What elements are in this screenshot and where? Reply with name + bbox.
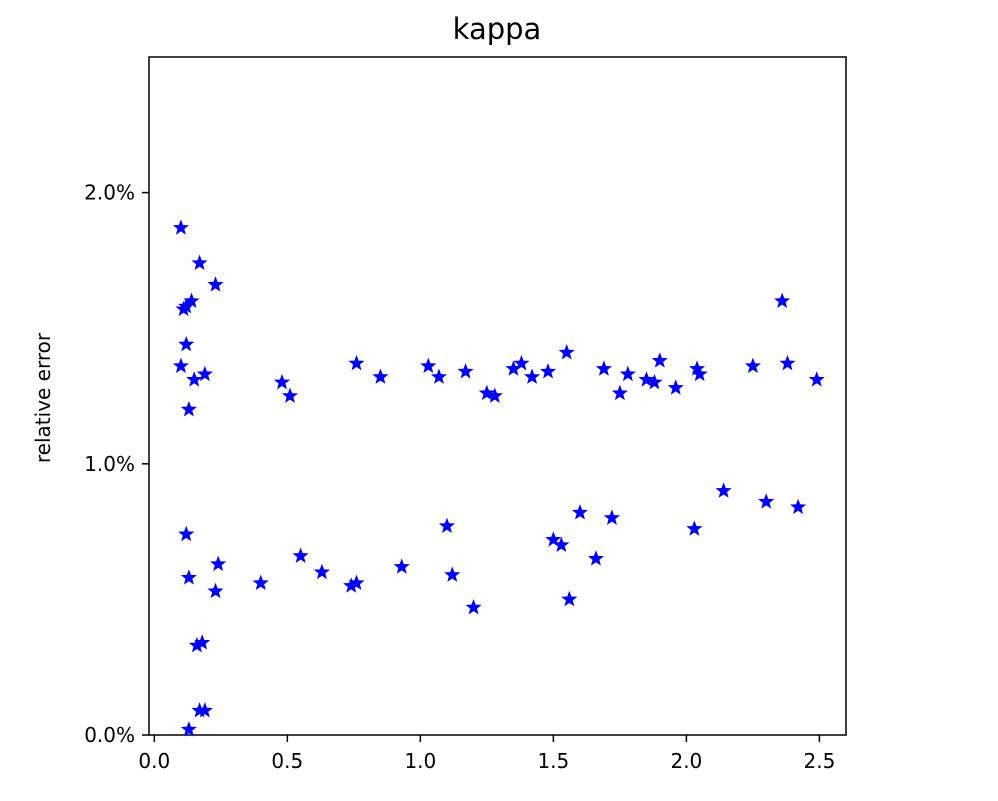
data-point	[444, 566, 461, 582]
data-point	[191, 254, 208, 270]
data-point	[558, 344, 575, 360]
data-point	[505, 360, 522, 376]
data-point	[595, 360, 612, 376]
data-point	[667, 379, 684, 395]
data-point	[207, 582, 224, 599]
data-point	[172, 357, 190, 374]
data-point	[196, 702, 213, 718]
data-point	[252, 574, 269, 590]
x-axis-ticks: 0.0 0.5 1.0 1.5 2.0 2.5	[138, 735, 835, 773]
data-point	[194, 634, 211, 650]
data-point	[758, 493, 775, 509]
data-point	[638, 371, 655, 387]
data-point	[393, 558, 410, 574]
data-point	[524, 368, 541, 384]
data-point	[513, 354, 530, 371]
data-point	[646, 373, 663, 390]
data-point	[210, 555, 227, 572]
data-point	[343, 577, 360, 593]
x-tick-label: 0.5	[271, 749, 303, 773]
data-point	[273, 373, 291, 390]
y-axis-label: relative error	[31, 332, 55, 463]
data-point	[478, 384, 495, 401]
data-point	[774, 292, 791, 308]
data-point	[587, 550, 605, 566]
data-point	[744, 357, 761, 374]
x-tick-label: 2.0	[670, 749, 702, 773]
x-tick-label: 1.5	[537, 749, 569, 773]
data-point	[688, 360, 706, 376]
data-point	[539, 363, 557, 379]
data-point	[465, 599, 482, 615]
data-point	[808, 371, 825, 387]
data-point	[686, 520, 703, 536]
data-point	[571, 504, 589, 520]
data-point	[779, 354, 796, 371]
y-axis-ticks: 0.0% 1.0% 2.0%	[84, 181, 149, 747]
data-point	[207, 276, 224, 292]
x-tick-label: 1.0	[404, 749, 436, 773]
data-point	[611, 384, 628, 401]
data-point	[651, 352, 668, 368]
x-tick-label: 2.5	[803, 749, 835, 773]
data-point	[172, 219, 190, 235]
y-tick-label: 0.0%	[84, 723, 135, 747]
data-point	[281, 387, 299, 403]
data-point	[292, 547, 309, 563]
plot-area-frame	[148, 56, 847, 736]
chart-title: kappa	[453, 12, 542, 46]
y-tick-label: 1.0%	[84, 452, 135, 476]
data-point	[553, 536, 570, 553]
data-point	[603, 509, 620, 525]
data-point	[486, 387, 503, 403]
data-point	[178, 298, 195, 314]
data-point	[438, 517, 456, 534]
data-point	[348, 574, 365, 590]
data-point	[196, 365, 213, 382]
y-tick-label: 2.0%	[84, 181, 135, 205]
data-point	[561, 590, 578, 607]
data-point	[180, 401, 197, 417]
data-points	[172, 219, 825, 737]
data-point	[545, 531, 562, 547]
data-point	[186, 371, 203, 387]
data-point	[180, 721, 197, 737]
data-point	[313, 563, 330, 580]
data-point	[790, 498, 807, 515]
data-point	[348, 354, 365, 371]
data-point	[430, 368, 448, 384]
data-point	[188, 637, 205, 653]
data-point	[178, 335, 195, 352]
data-point	[457, 363, 474, 379]
data-point	[372, 368, 389, 384]
data-point	[180, 569, 197, 585]
data-point	[619, 365, 636, 382]
data-point	[715, 482, 732, 498]
data-point	[691, 365, 708, 382]
x-tick-label: 0.0	[138, 749, 170, 773]
data-point	[183, 292, 200, 308]
data-point	[420, 357, 437, 374]
data-point	[178, 525, 195, 542]
